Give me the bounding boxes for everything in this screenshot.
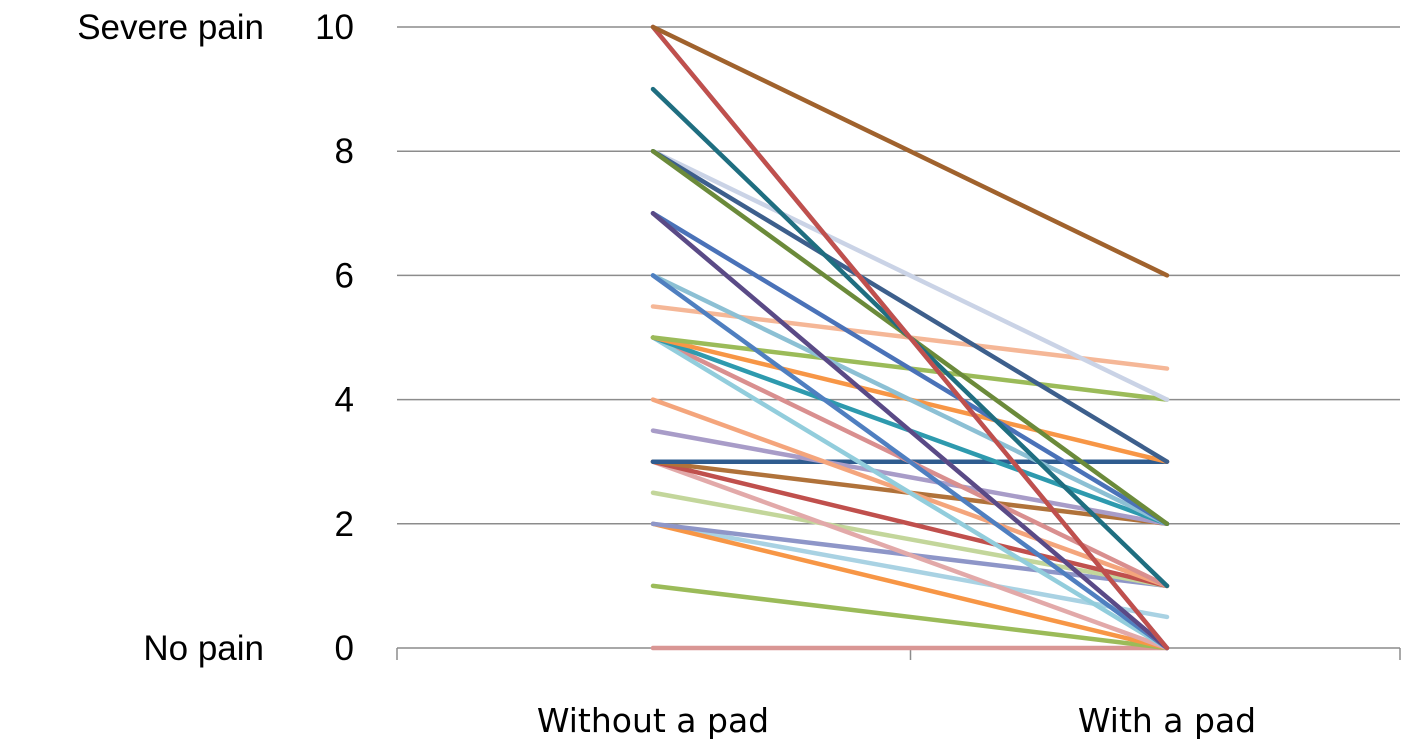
- series-line-17: [650, 335, 1170, 651]
- y-tick-label-0: 0: [335, 629, 354, 668]
- y-tick-labels: 0 2 4 6 8 10: [315, 8, 354, 668]
- series-line-12: [650, 273, 1170, 527]
- gridlines: [397, 26, 1400, 525]
- series-line-29: [650, 583, 1170, 651]
- series-line-2: [650, 24, 1170, 651]
- series-line-1: [650, 24, 1170, 278]
- y-tick-label-4: 4: [335, 381, 354, 420]
- series-line-20: [650, 428, 1170, 527]
- series-line-7: [650, 148, 1170, 402]
- x-category-label-2: With a pad: [1078, 701, 1256, 740]
- series-line-25: [650, 490, 1170, 589]
- y-tick-label-8: 8: [335, 132, 354, 171]
- y-tick-label-10: 10: [315, 8, 354, 47]
- series-line-9: [650, 211, 1170, 527]
- series-line-8: [650, 211, 1170, 651]
- y-tick-label-2: 2: [335, 505, 354, 544]
- x-category-label-1: Without a pad: [537, 701, 769, 740]
- y-tick-label-6: 6: [335, 256, 354, 295]
- series-lines: [650, 24, 1170, 651]
- series-line-23: [650, 459, 1170, 589]
- y-annotation-no-pain: No pain: [143, 629, 264, 668]
- y-annotation-severe-pain: Severe pain: [77, 8, 264, 47]
- series-line-11: [650, 273, 1170, 651]
- series-line-6: [650, 148, 1170, 464]
- series-line-27: [650, 521, 1170, 651]
- series-line-28: [650, 521, 1170, 620]
- series-line-24: [650, 459, 1170, 651]
- x-category-labels: Without a pad With a pad: [537, 701, 1256, 740]
- y-annotations: Severe pain No pain: [77, 8, 264, 668]
